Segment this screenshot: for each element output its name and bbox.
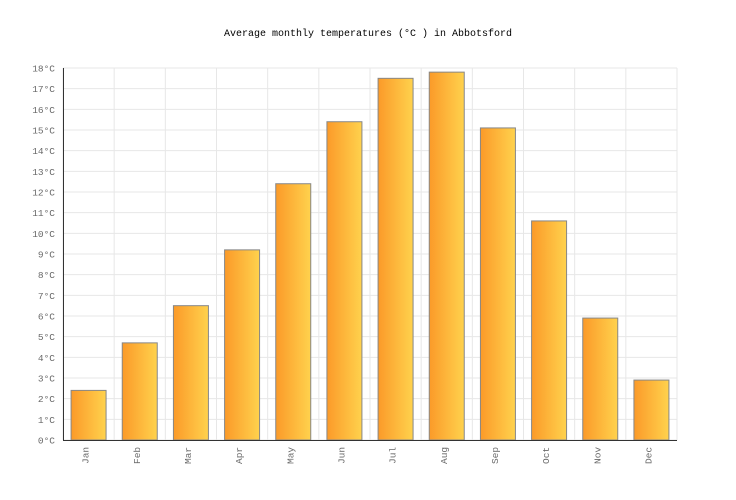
svg-text:Jul: Jul xyxy=(388,447,399,464)
svg-text:Oct: Oct xyxy=(541,447,552,464)
svg-text:16°C: 16°C xyxy=(32,105,55,116)
svg-text:4°C: 4°C xyxy=(38,353,55,364)
svg-text:9°C: 9°C xyxy=(38,250,55,261)
svg-text:Feb: Feb xyxy=(132,447,143,464)
svg-text:0°C: 0°C xyxy=(38,436,55,447)
svg-text:Nov: Nov xyxy=(592,447,603,464)
svg-text:7°C: 7°C xyxy=(38,291,55,302)
svg-text:3°C: 3°C xyxy=(38,374,55,385)
svg-text:2°C: 2°C xyxy=(38,394,55,405)
svg-text:12°C: 12°C xyxy=(32,188,55,199)
svg-text:Dec: Dec xyxy=(643,447,654,464)
svg-text:Jun: Jun xyxy=(336,447,347,464)
svg-text:11°C: 11°C xyxy=(32,208,55,219)
svg-text:14°C: 14°C xyxy=(32,146,55,157)
svg-text:Jan: Jan xyxy=(81,447,92,464)
svg-text:8°C: 8°C xyxy=(38,270,55,281)
svg-text:Sep: Sep xyxy=(490,447,501,464)
svg-text:13°C: 13°C xyxy=(32,167,55,178)
svg-text:5°C: 5°C xyxy=(38,332,55,343)
svg-text:17°C: 17°C xyxy=(32,84,55,95)
svg-text:1°C: 1°C xyxy=(38,415,55,426)
svg-text:15°C: 15°C xyxy=(32,126,55,137)
svg-text:Apr: Apr xyxy=(234,447,245,464)
svg-text:10°C: 10°C xyxy=(32,229,55,240)
svg-text:6°C: 6°C xyxy=(38,312,55,323)
svg-text:May: May xyxy=(285,447,296,464)
svg-text:Mar: Mar xyxy=(183,447,194,464)
svg-text:18°C: 18°C xyxy=(32,64,55,75)
svg-text:Aug: Aug xyxy=(439,447,450,464)
